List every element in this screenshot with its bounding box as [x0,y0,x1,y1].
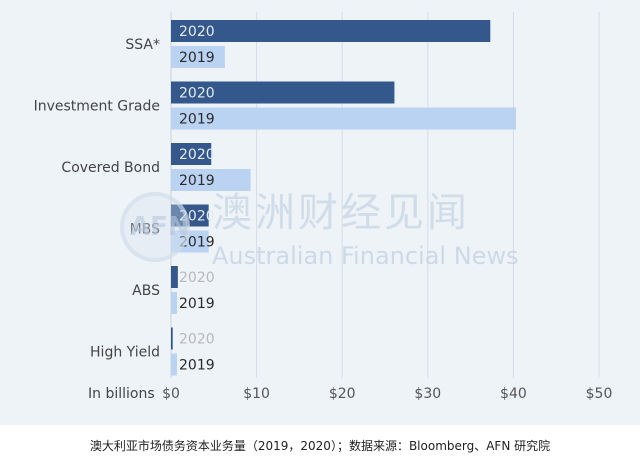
x-tick-label: $40 [500,386,527,402]
x-axis-title: In billions [88,386,155,402]
bar-chart: $0 $10 $20 $30 $40 $50 In billions SSA* 2020 2019… [34,12,613,402]
bar-series-label: 2019 [179,50,215,66]
bar-series-label: 2020 [179,332,215,348]
bar [171,266,178,288]
watermark-chinese-text: 澳洲财经见闻 [212,190,470,236]
watermark-english-text: Australian Financial News [212,242,519,270]
bar-series-label: 2019 [179,173,215,189]
bar [171,292,177,314]
bar-series-label: 2019 [179,358,215,374]
x-tick-label: $30 [414,386,441,402]
watermark-logo-text: AFN [130,212,190,242]
chart-area: $0 $10 $20 $30 $40 $50 In billions SSA* 2020 2019… [0,0,640,425]
bar-series-label: 2020 [179,86,215,102]
category-label: ABS [132,283,160,299]
bar-series-label: 2020 [179,24,215,40]
bar [171,81,395,104]
bar-series-label: 2020 [179,147,215,163]
bar [171,20,491,42]
category-label: Investment Grade [34,99,160,115]
category-label: High Yield [90,345,160,361]
bar [171,353,177,376]
bar [171,143,212,165]
bar-series-label: 2019 [179,296,215,312]
category-label: Covered Bond [61,160,160,176]
watermark-logo: AFN [120,192,190,262]
bar-series-label: 2020 [179,270,215,286]
bar [171,327,173,350]
bar-series-label: 2019 [179,112,215,128]
bar [171,46,225,68]
x-tick-label: $20 [329,386,356,402]
x-tick-label: $50 [586,386,613,402]
chart-caption: 澳大利亚市场债务资本业务量（2019，2020）；数据来源：Bloomberg、… [89,439,551,453]
bar [171,107,516,130]
bar [171,169,251,191]
category-label: SSA* [125,37,160,53]
x-tick-label: $10 [243,386,270,402]
x-tick-label: $0 [162,386,180,402]
